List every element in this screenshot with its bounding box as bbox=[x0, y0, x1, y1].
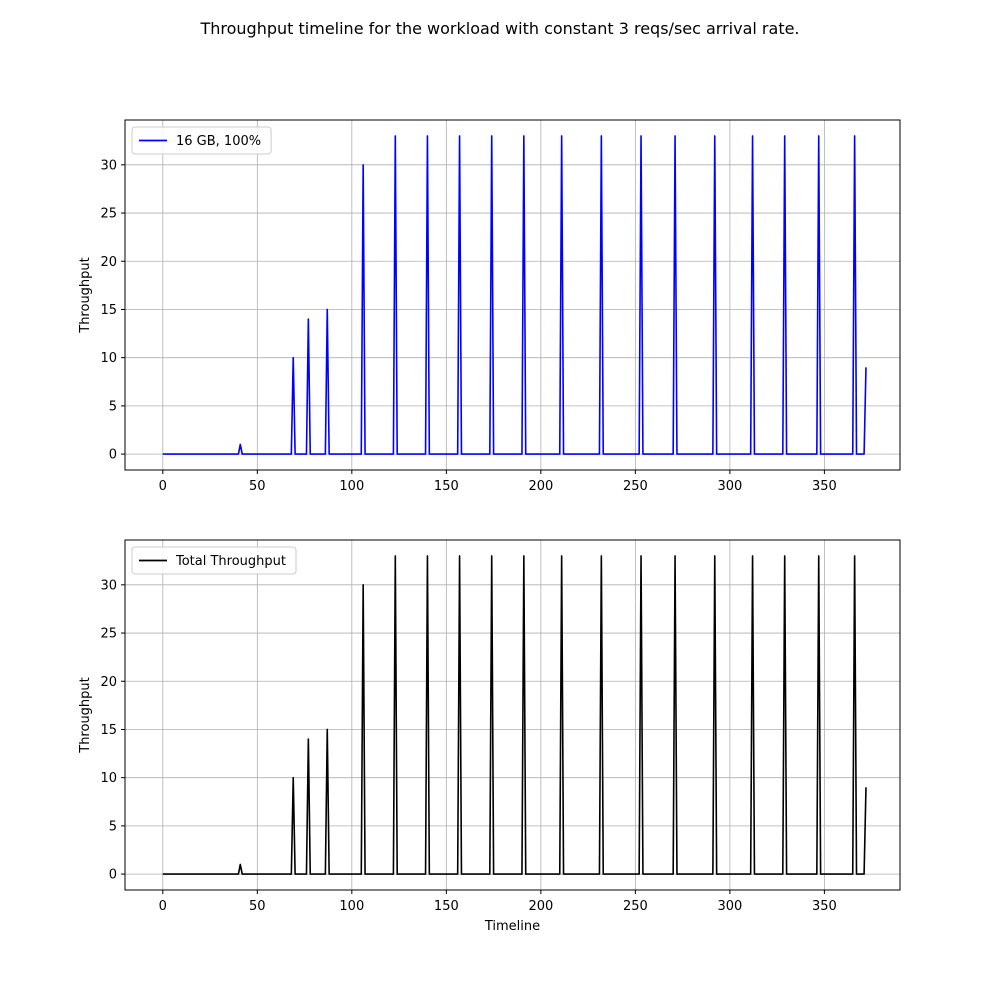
figure-title: Throughput timeline for the workload wit… bbox=[199, 19, 799, 38]
top-x-tick-label-1: 50 bbox=[249, 479, 266, 494]
subplot-top: 0 50 100 150 200 250 300 350 0 5 10 15 20 25 30 Through… bbox=[78, 119, 901, 494]
bottom-y-tick-label-6: 30 bbox=[100, 578, 117, 593]
top-y-tick-label-5: 25 bbox=[100, 207, 117, 222]
bottom-x-tick-label-2: 100 bbox=[339, 899, 364, 914]
bottom-x-tick-label-5: 250 bbox=[623, 899, 648, 914]
bottom-series-line-0 bbox=[162, 555, 867, 875]
bottom-x-tick-label-6: 300 bbox=[717, 899, 742, 914]
top-y-tick-label-2: 10 bbox=[100, 351, 117, 366]
bottom-x-tick-label-3: 150 bbox=[434, 899, 459, 914]
top-x-tick-label-7: 350 bbox=[812, 479, 837, 494]
subplot-bottom: 0 50 100 150 200 250 300 350 0 5 10 15 20 25 30 Through… bbox=[78, 539, 901, 934]
top-legend-label: 16 GB, 100% bbox=[176, 134, 261, 149]
bottom-axes-frame bbox=[124, 539, 901, 891]
top-x-tick-label-5: 250 bbox=[623, 479, 648, 494]
bottom-legend-box bbox=[131, 546, 297, 575]
top-legend: 16 GB, 100% bbox=[131, 126, 272, 155]
top-y-tick-label-3: 15 bbox=[100, 303, 117, 318]
top-x-tick-label-4: 200 bbox=[528, 479, 553, 494]
top-y-tick-label-1: 5 bbox=[109, 399, 117, 414]
top-axes-frame bbox=[124, 119, 901, 471]
top-y-tick-label-4: 20 bbox=[100, 255, 117, 270]
bottom-x-tick-label-4: 200 bbox=[528, 899, 553, 914]
bottom-y-tick-label-0: 0 bbox=[109, 868, 117, 883]
top-legend-box bbox=[131, 126, 272, 155]
top-x-tick-label-0: 0 bbox=[159, 479, 167, 494]
bottom-y-tick-label-3: 15 bbox=[100, 723, 117, 738]
bottom-y-tick-label-2: 10 bbox=[100, 771, 117, 786]
top-y-axis-label: Throughput bbox=[78, 257, 93, 334]
top-series-line-0 bbox=[162, 135, 867, 455]
bottom-y-tick-label-5: 25 bbox=[100, 627, 117, 642]
bottom-x-axis-label: Timeline bbox=[484, 919, 540, 934]
top-x-tick-label-2: 100 bbox=[339, 479, 364, 494]
bottom-y-tick-label-1: 5 bbox=[109, 819, 117, 834]
bottom-x-tick-label-7: 350 bbox=[812, 899, 837, 914]
bottom-y-axis-label: Throughput bbox=[78, 677, 93, 754]
top-y-tick-label-6: 30 bbox=[100, 158, 117, 173]
bottom-legend-label: Total Throughput bbox=[175, 554, 286, 569]
bottom-x-tick-label-0: 0 bbox=[159, 899, 167, 914]
bottom-y-tick-label-4: 20 bbox=[100, 675, 117, 690]
bottom-x-tick-label-1: 50 bbox=[249, 899, 266, 914]
top-y-tick-label-0: 0 bbox=[109, 448, 117, 463]
bottom-legend: Total Throughput bbox=[131, 546, 297, 575]
top-x-tick-label-6: 300 bbox=[717, 479, 742, 494]
top-x-tick-label-3: 150 bbox=[434, 479, 459, 494]
